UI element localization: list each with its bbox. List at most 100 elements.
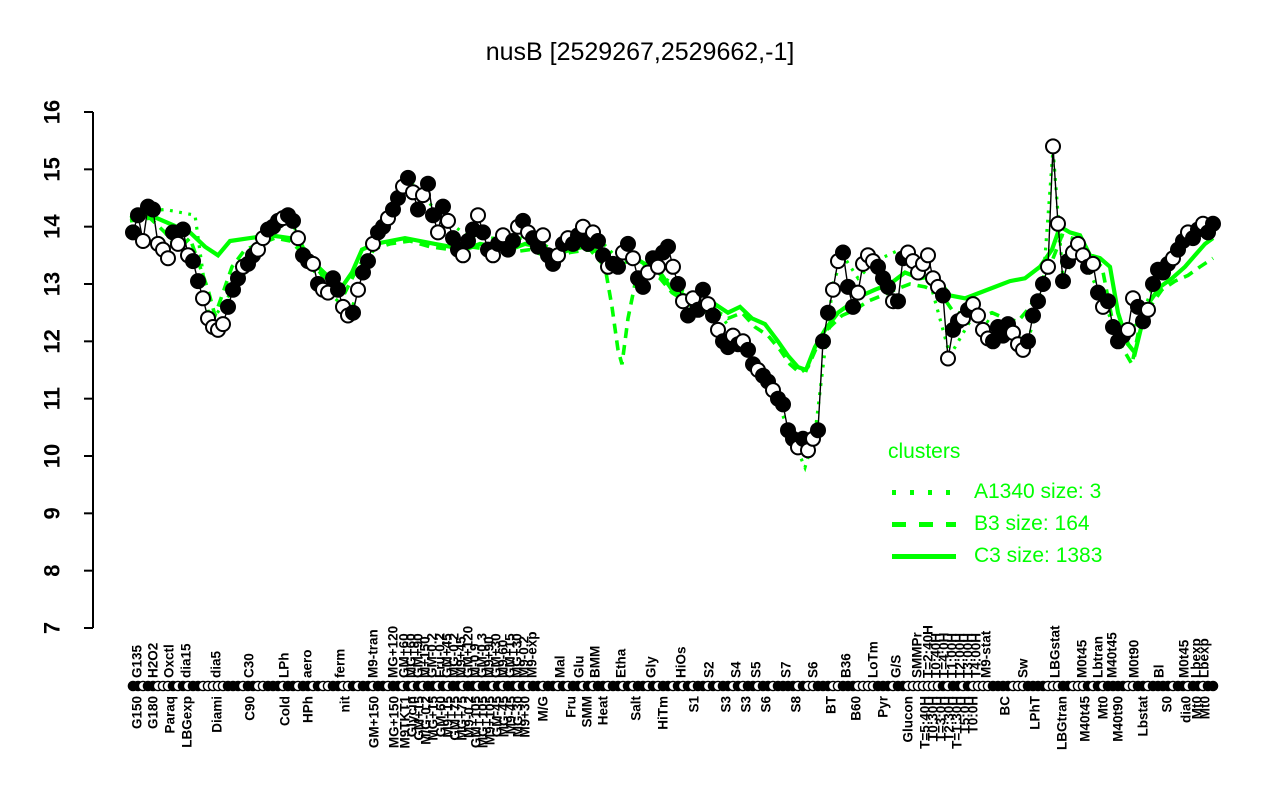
data-point-open bbox=[1085, 255, 1101, 272]
axis-marker bbox=[1207, 680, 1219, 692]
x-label-top: dia15 bbox=[178, 643, 193, 678]
x-label-bottom: T=1:30H bbox=[949, 696, 964, 749]
x-label-top: BMM bbox=[587, 646, 602, 678]
x-label-bottom: Mt0 bbox=[1095, 696, 1110, 719]
data-point-filled bbox=[1035, 276, 1051, 292]
x-label-bottom: T0:30H bbox=[925, 696, 940, 741]
x-label-top: GM+120 bbox=[460, 626, 475, 678]
data-point-filled bbox=[820, 304, 836, 321]
data-point-open bbox=[195, 290, 211, 307]
data-point-filled bbox=[705, 307, 721, 324]
x-label-bottom: S3 bbox=[718, 696, 733, 713]
x-label-top: T3:00H bbox=[960, 633, 975, 678]
chart-title: nusB [2529267,2529662,-1] bbox=[485, 38, 795, 66]
data-point-filled bbox=[185, 253, 201, 270]
data-point-open bbox=[825, 281, 841, 298]
x-label-bottom: MG-30 bbox=[510, 696, 525, 737]
x-label-bottom: M9+15 bbox=[440, 696, 455, 738]
data-point-open bbox=[535, 227, 551, 244]
x-label-top: M9-tran bbox=[365, 629, 380, 678]
x-label-bottom: MG+150 bbox=[386, 696, 401, 748]
x-label-bottom: Cold bbox=[277, 696, 292, 726]
x-label-top: C30 bbox=[241, 653, 256, 678]
x-label-bottom: HiTm bbox=[655, 696, 670, 730]
x-label-top: B36 bbox=[838, 653, 853, 678]
x-label-top: M9-stat bbox=[978, 630, 993, 678]
data-point-filled bbox=[810, 422, 826, 439]
data-point-filled bbox=[835, 244, 851, 261]
x-label-bottom: GM+15 bbox=[411, 696, 426, 741]
x-label-bottom: GM+75 bbox=[447, 696, 462, 741]
y-tick-label: 16 bbox=[40, 100, 65, 124]
data-point-open bbox=[940, 350, 956, 367]
x-label-bottom: MG+15 bbox=[425, 696, 440, 741]
data-point-filled bbox=[1030, 293, 1046, 310]
data-point-open bbox=[1040, 258, 1056, 275]
x-label-top: ferm bbox=[332, 649, 347, 678]
data-point-filled bbox=[425, 207, 441, 224]
data-point-open bbox=[455, 247, 471, 264]
x-label-bottom: Lbstat bbox=[1135, 695, 1150, 736]
data-point-open bbox=[160, 250, 176, 267]
x-label-bottom: S0 bbox=[1159, 696, 1174, 713]
x-label-top: Lbtran bbox=[1090, 636, 1105, 678]
x-label-bottom: MG-45 bbox=[496, 696, 511, 738]
data-point-filled bbox=[330, 281, 346, 298]
x-label-top: Fru-0.2 bbox=[432, 633, 447, 678]
x-label-bottom: LPhT bbox=[1027, 695, 1042, 729]
data-point-open bbox=[350, 281, 366, 298]
x-label-top: GM+30 bbox=[488, 633, 503, 678]
x-label-bottom: S6 bbox=[758, 696, 773, 713]
data-point-filled bbox=[410, 201, 426, 218]
data-point-filled bbox=[345, 304, 361, 321]
x-label-top: G/S bbox=[888, 655, 903, 678]
x-label-top: Lbexp bbox=[1196, 638, 1211, 678]
data-point-open bbox=[650, 258, 666, 275]
x-label-top: GM+90 bbox=[410, 633, 425, 678]
x-label-bottom: M/G bbox=[535, 696, 550, 722]
data-point-filled bbox=[145, 201, 161, 218]
x-label-top: S6 bbox=[805, 661, 820, 678]
x-label-bottom: T0:0H bbox=[965, 696, 980, 734]
x-label-top: M9+90 bbox=[481, 636, 496, 678]
data-point-filled bbox=[125, 224, 141, 241]
y-tick-label: 8 bbox=[40, 565, 65, 577]
y-tick-label: 14 bbox=[40, 214, 65, 239]
data-point-open bbox=[430, 224, 446, 241]
x-label-bottom: T5:0H bbox=[957, 696, 972, 734]
data-point-filled bbox=[130, 207, 146, 224]
data-point-filled bbox=[435, 198, 451, 215]
x-label-bottom: T2:30H bbox=[941, 696, 956, 741]
data-point-filled bbox=[360, 253, 376, 270]
data-point-filled bbox=[590, 233, 606, 249]
data-point-open bbox=[440, 212, 456, 229]
y-tick-label: 9 bbox=[40, 507, 65, 519]
x-label-bottom: BC bbox=[997, 696, 1012, 716]
x-label-top: T=4:0H bbox=[936, 633, 951, 678]
data-point-filled bbox=[670, 276, 686, 292]
x-label-bottom: Pyr bbox=[875, 695, 890, 718]
x-label-bottom: GM+150 bbox=[366, 696, 381, 748]
x-label-top: SMMPr bbox=[909, 632, 924, 679]
x-label-top: dia5 bbox=[208, 650, 223, 678]
x-label-bottom: dia0 bbox=[1178, 696, 1193, 723]
data-point-open bbox=[135, 233, 151, 249]
profile-line bbox=[132, 146, 1214, 453]
data-point-filled bbox=[775, 396, 791, 413]
x-label-top: S7 bbox=[778, 661, 793, 678]
x-label-top: T1:00H bbox=[944, 633, 959, 678]
data-point-filled bbox=[890, 293, 906, 310]
x-label-top: G135 bbox=[129, 644, 144, 678]
x-label-top: M0t45 bbox=[1074, 639, 1089, 678]
x-label-top: LoTm bbox=[865, 641, 880, 678]
x-label-bottom: M9+30 bbox=[517, 696, 532, 738]
x-label-top: GM-0.3 bbox=[474, 632, 489, 678]
data-point-filled bbox=[1205, 215, 1221, 232]
x-label-top: MG+120 bbox=[385, 626, 400, 678]
x-label-top: T4:00H bbox=[968, 633, 983, 678]
data-point-filled bbox=[1090, 284, 1106, 301]
data-point-open bbox=[305, 255, 321, 272]
x-label-bottom: M9TKT1 bbox=[397, 696, 412, 749]
x-label-top: LBGstat bbox=[1047, 625, 1062, 678]
x-label-bottom: GM-45 bbox=[489, 696, 504, 738]
